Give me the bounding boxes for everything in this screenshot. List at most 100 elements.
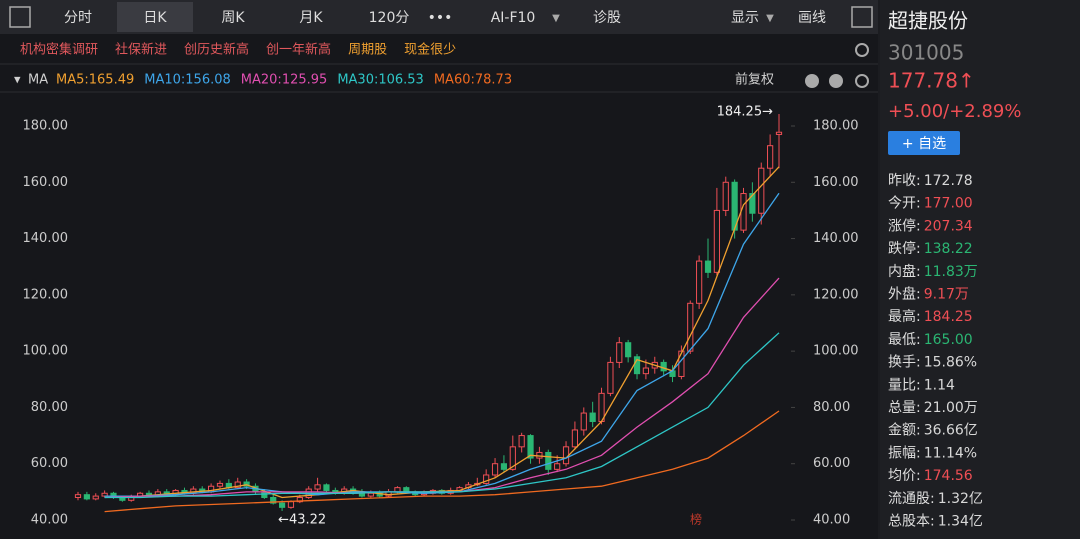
panel-icon[interactable]	[9, 6, 31, 28]
y-tick-label-right: 40.00	[813, 513, 850, 528]
candle-body	[314, 484, 321, 490]
candle-body	[740, 193, 747, 231]
candle-body	[527, 435, 534, 459]
stat-value: 165.00	[924, 332, 973, 348]
y-tick-label-right: 180.00	[813, 118, 859, 133]
tag[interactable]: 周期股	[348, 43, 387, 58]
stat-value: 174.56	[924, 468, 973, 484]
y-tick-label-right: 140.00	[813, 231, 859, 246]
stock-name: 超捷股份	[888, 9, 968, 33]
annotation: ←43.22	[278, 512, 326, 527]
dropdown-arrow[interactable]: ▼	[766, 13, 774, 24]
y-tick-label: 80.00	[31, 400, 68, 415]
tag[interactable]: 创一年新高	[266, 42, 331, 58]
candle-body	[403, 487, 410, 493]
stat-label: 涨停:	[888, 217, 921, 234]
settings-icon[interactable]	[855, 74, 869, 88]
stat-value: 1.34亿	[938, 514, 983, 530]
candle-body	[500, 463, 508, 470]
price: 177.78↑	[888, 69, 975, 93]
y-tick-label: 180.00	[23, 118, 69, 133]
stat-value: 138.22	[924, 241, 973, 257]
candle-body	[758, 167, 765, 214]
stock-code: 301005	[888, 41, 964, 65]
tag[interactable]: 现金很少	[404, 42, 456, 58]
ma-line	[104, 192, 780, 497]
collapse-icon[interactable]: ▾	[14, 73, 21, 88]
tag[interactable]: 社保新进	[115, 42, 167, 58]
candle-body	[767, 145, 774, 169]
candle-body	[722, 181, 729, 211]
stat-label: 跌停:	[888, 240, 921, 257]
y-tick-label: 100.00	[23, 344, 69, 359]
zoom-in[interactable]	[805, 74, 819, 88]
y-tick-label-right: 120.00	[813, 287, 859, 302]
candle-body	[296, 496, 303, 503]
candle-body	[243, 481, 250, 487]
dropdown-arrow[interactable]: ▼	[552, 13, 560, 24]
stat-label: 振幅:	[888, 445, 921, 461]
candle-body	[554, 463, 561, 470]
stat-value: 21.00万	[924, 400, 978, 416]
stat-label: 量比:	[888, 377, 921, 393]
tab[interactable]: 120分	[369, 10, 410, 26]
adjust[interactable]: 前复权	[735, 72, 774, 88]
candle-body	[642, 367, 649, 375]
candle-body	[509, 446, 516, 470]
settings-icon[interactable]	[855, 43, 869, 57]
quote-panel	[880, 0, 1080, 539]
candle-body	[589, 412, 596, 423]
candle-body	[92, 495, 99, 500]
panel-icon[interactable]	[851, 6, 873, 28]
candle-body	[775, 131, 783, 135]
candle-body	[687, 302, 694, 352]
zoom-out[interactable]	[829, 74, 843, 88]
candle-body	[83, 494, 90, 500]
tab[interactable]: AI-F10	[491, 10, 536, 26]
stat-value: 184.25	[924, 309, 973, 325]
candle-body	[545, 451, 552, 470]
tab[interactable]: 周K	[221, 10, 245, 26]
y-tick-label-right: 60.00	[813, 456, 850, 471]
candle-body	[660, 361, 667, 372]
candle-body	[483, 474, 490, 484]
stat-value: 1.14	[924, 377, 955, 393]
indicator: MA	[28, 73, 48, 88]
tab[interactable]: 显示	[731, 10, 759, 26]
chart-bg	[0, 0, 878, 539]
tab[interactable]: 画线	[798, 10, 826, 26]
watch-button[interactable]	[888, 131, 960, 155]
candle-body	[580, 412, 587, 431]
tab[interactable]: 分时	[64, 10, 92, 26]
candle-body	[323, 484, 330, 491]
candle-body	[287, 501, 295, 508]
tab[interactable]: 月K	[299, 10, 323, 26]
tab[interactable]: 日K	[143, 10, 167, 26]
y-tick-label: 160.00	[23, 175, 69, 190]
tag[interactable]: 机构密集调研	[20, 42, 98, 58]
stat-label: 外盘:	[888, 286, 921, 303]
stat-label: 总量:	[888, 400, 921, 416]
candle-body	[713, 209, 720, 273]
y-tick-label: 60.00	[31, 456, 68, 471]
tab[interactable]: 诊股	[593, 10, 621, 26]
candle-body	[571, 429, 579, 448]
more[interactable]: •••	[428, 10, 453, 26]
stat-value: 9.17万	[924, 287, 969, 303]
tag[interactable]: 创历史新高	[184, 42, 249, 58]
candle-body	[518, 435, 525, 448]
candle-body	[491, 463, 499, 476]
stat-label: 换手:	[888, 354, 921, 371]
legend-entry: MA60:78.73	[434, 73, 512, 88]
stat-label: 昨收:	[888, 173, 921, 189]
candle-body	[394, 487, 401, 493]
candle-body	[278, 502, 286, 508]
candle-body	[616, 342, 623, 363]
tab-active	[117, 2, 193, 32]
candle-body	[367, 492, 374, 497]
stat-label: 最低:	[888, 332, 921, 348]
watch-button-label[interactable]: + 自选	[902, 136, 946, 152]
candle-body	[216, 482, 224, 487]
stat-value: 36.66亿	[924, 423, 978, 439]
